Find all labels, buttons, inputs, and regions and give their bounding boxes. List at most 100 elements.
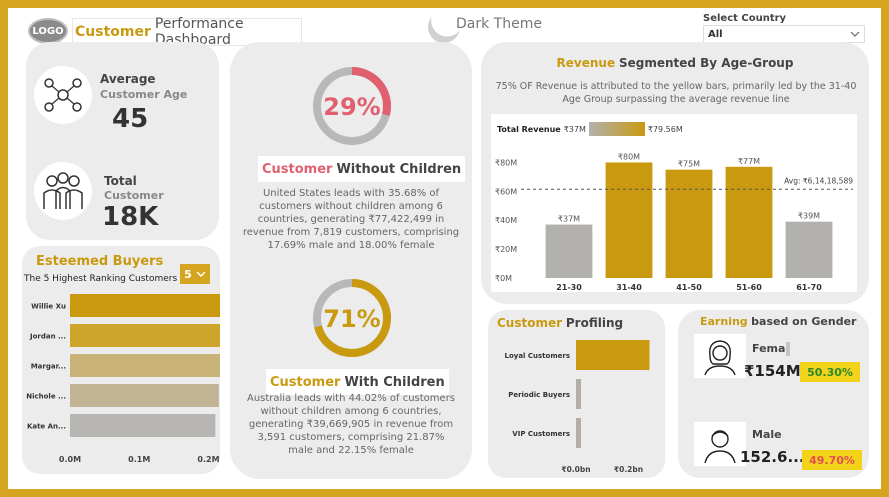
total-customer-label2: Customer bbox=[104, 189, 164, 202]
revenue-bar bbox=[605, 162, 653, 278]
buyer-name-label: Jordan ... bbox=[29, 333, 66, 341]
chevron-down-icon bbox=[850, 31, 860, 37]
revenue-data-label: ₹75M bbox=[678, 160, 700, 169]
x-tick-label: ₹0.2bn bbox=[614, 465, 643, 474]
y-tick-label: ₹80M bbox=[495, 158, 517, 167]
donut-arc bbox=[313, 67, 391, 145]
x-category-label: 51-60 bbox=[736, 283, 762, 292]
revenue-data-label: ₹37M bbox=[558, 215, 580, 224]
female-value: ₹154M bbox=[744, 362, 801, 380]
buyer-bar bbox=[70, 294, 220, 317]
without-children-title: Customer Without Children bbox=[258, 156, 466, 182]
with-children-donut: 71% bbox=[313, 279, 391, 357]
female-pct-badge: 50.30% bbox=[800, 362, 860, 382]
y-tick-label: ₹20M bbox=[495, 245, 517, 254]
female-bar bbox=[786, 342, 790, 356]
revenue-desc: 75% OF Revenue is attributed to the yell… bbox=[495, 81, 857, 105]
top-n-value: 5 bbox=[184, 267, 192, 281]
logo: LOGO bbox=[28, 18, 68, 44]
country-select[interactable]: All bbox=[703, 25, 865, 43]
revenue-card: Revenue Segmented By Age-Group 75% OF Re… bbox=[481, 42, 869, 304]
x-tick-label: 0.2M bbox=[197, 455, 219, 464]
buyer-bar bbox=[70, 414, 216, 437]
without-children-desc: United States leads with 35.68% of custo… bbox=[242, 188, 460, 251]
profiling-bar bbox=[576, 379, 581, 409]
female-label: Femal bbox=[752, 342, 790, 355]
profiling-bar bbox=[576, 418, 581, 448]
theme-toggle[interactable]: Dark Theme bbox=[428, 10, 542, 44]
group-people-icon bbox=[34, 162, 92, 220]
esteemed-buyers-chart: Willie Xu Jordan ... Margar... Nichole ... K… bbox=[26, 294, 220, 464]
average-label: Avg: ₹6,14,18,589 bbox=[784, 176, 853, 185]
profiling-category-label: Periodic Buyers bbox=[508, 391, 570, 399]
male-avatar bbox=[694, 422, 746, 466]
x-category-label: 41-50 bbox=[676, 283, 702, 292]
x-category-label: 21-30 bbox=[556, 283, 582, 292]
avg-age-value: 45 bbox=[112, 104, 149, 134]
avg-age-label2: Customer Age bbox=[100, 88, 188, 101]
total-customer-label1: Total bbox=[104, 174, 137, 188]
with-children-accent: Customer bbox=[270, 374, 341, 390]
revenue-title: Revenue Segmented By Age-Group bbox=[481, 56, 869, 70]
esteemed-buyers-card: Esteemed Buyers The 5 Highest Ranking Cu… bbox=[22, 246, 220, 474]
profiling-card: Customer Profiling Loyal Customers Period… bbox=[488, 310, 665, 478]
revenue-bar bbox=[545, 224, 593, 278]
y-tick-label: ₹0M bbox=[495, 274, 512, 283]
profiling-rest: Profiling bbox=[565, 316, 624, 330]
without-children-accent: Customer bbox=[262, 161, 333, 177]
revenue-data-label: ₹77M bbox=[738, 157, 760, 166]
male-icon bbox=[704, 430, 736, 464]
with-children-title: Customer With Children bbox=[266, 369, 449, 395]
chevron-down-icon bbox=[196, 271, 206, 277]
x-tick-label: ₹0.0bn bbox=[561, 465, 590, 474]
female-icon bbox=[704, 340, 736, 376]
revenue-title-rest: Segmented By Age-Group bbox=[618, 56, 794, 70]
male-pct-badge: 49.70% bbox=[802, 450, 862, 470]
gender-title: Earning based on Gender bbox=[700, 315, 856, 328]
buyer-bar bbox=[70, 324, 220, 347]
buyer-name-label: Margar... bbox=[31, 363, 66, 371]
male-value: 152.6... bbox=[740, 448, 805, 466]
dashboard-canvas: LOGO Customer Performance Dashboard Dark… bbox=[8, 8, 881, 489]
female-avatar bbox=[694, 334, 746, 378]
profiling-title: Customer Profiling bbox=[497, 316, 623, 330]
esteemed-title: Esteemed Buyers bbox=[36, 254, 164, 269]
buyer-name-label: Nichole ... bbox=[26, 393, 66, 401]
country-value: All bbox=[708, 28, 723, 40]
buyer-bar bbox=[70, 384, 219, 407]
age-card: Average Customer Age 45 Total Customer 1… bbox=[26, 42, 219, 240]
x-category-label: 31-40 bbox=[616, 283, 642, 292]
x-category-label: 61-70 bbox=[796, 283, 822, 292]
legend-gradient bbox=[588, 122, 645, 136]
gender-rest: based on Gender bbox=[751, 315, 857, 328]
buyer-name-label: Willie Xu bbox=[31, 303, 66, 311]
donut-percent: 71% bbox=[323, 305, 380, 333]
gender-card: Earning based on Gender Femal ₹154M 50.3… bbox=[678, 310, 869, 478]
male-label: Male bbox=[752, 428, 782, 441]
legend-max: ₹79.56M bbox=[647, 124, 683, 134]
with-children-rest: With Children bbox=[344, 374, 445, 390]
without-children-rest: Without Children bbox=[336, 161, 462, 177]
country-label: Select Country bbox=[703, 13, 787, 24]
buyer-name-label: Kate An... bbox=[27, 423, 66, 431]
legend-min: ₹37M bbox=[563, 124, 586, 134]
revenue-bar bbox=[785, 221, 833, 278]
with-children-desc: Australia leads with 44.02% of customers… bbox=[246, 393, 456, 456]
network-people-icon bbox=[34, 66, 92, 124]
revenue-title-accent: Revenue bbox=[556, 56, 616, 70]
legend-label: Total Revenue bbox=[497, 124, 561, 134]
y-tick-label: ₹40M bbox=[495, 216, 517, 225]
top-n-selector[interactable]: 5 bbox=[180, 264, 210, 284]
profiling-chart: Loyal Customers Periodic Buyers VIP Custom… bbox=[505, 340, 650, 474]
gender-accent: Earning bbox=[700, 315, 748, 328]
revenue-chart: ₹0M ₹20M ₹40M ₹60M ₹80M ₹37M 21-30 ₹80M 31-40 ₹75… bbox=[495, 152, 853, 292]
without-children-donut: 29% bbox=[313, 67, 391, 145]
buyer-bar bbox=[70, 354, 220, 377]
theme-label: Dark Theme bbox=[456, 16, 542, 32]
esteemed-subtitle: The 5 Highest Ranking Customers bbox=[24, 274, 178, 284]
donut-arc bbox=[313, 279, 391, 357]
profiling-bar bbox=[576, 340, 650, 370]
total-customer-value: 18K bbox=[102, 202, 159, 232]
revenue-bar bbox=[725, 166, 773, 278]
profiling-category-label: Loyal Customers bbox=[505, 352, 571, 360]
